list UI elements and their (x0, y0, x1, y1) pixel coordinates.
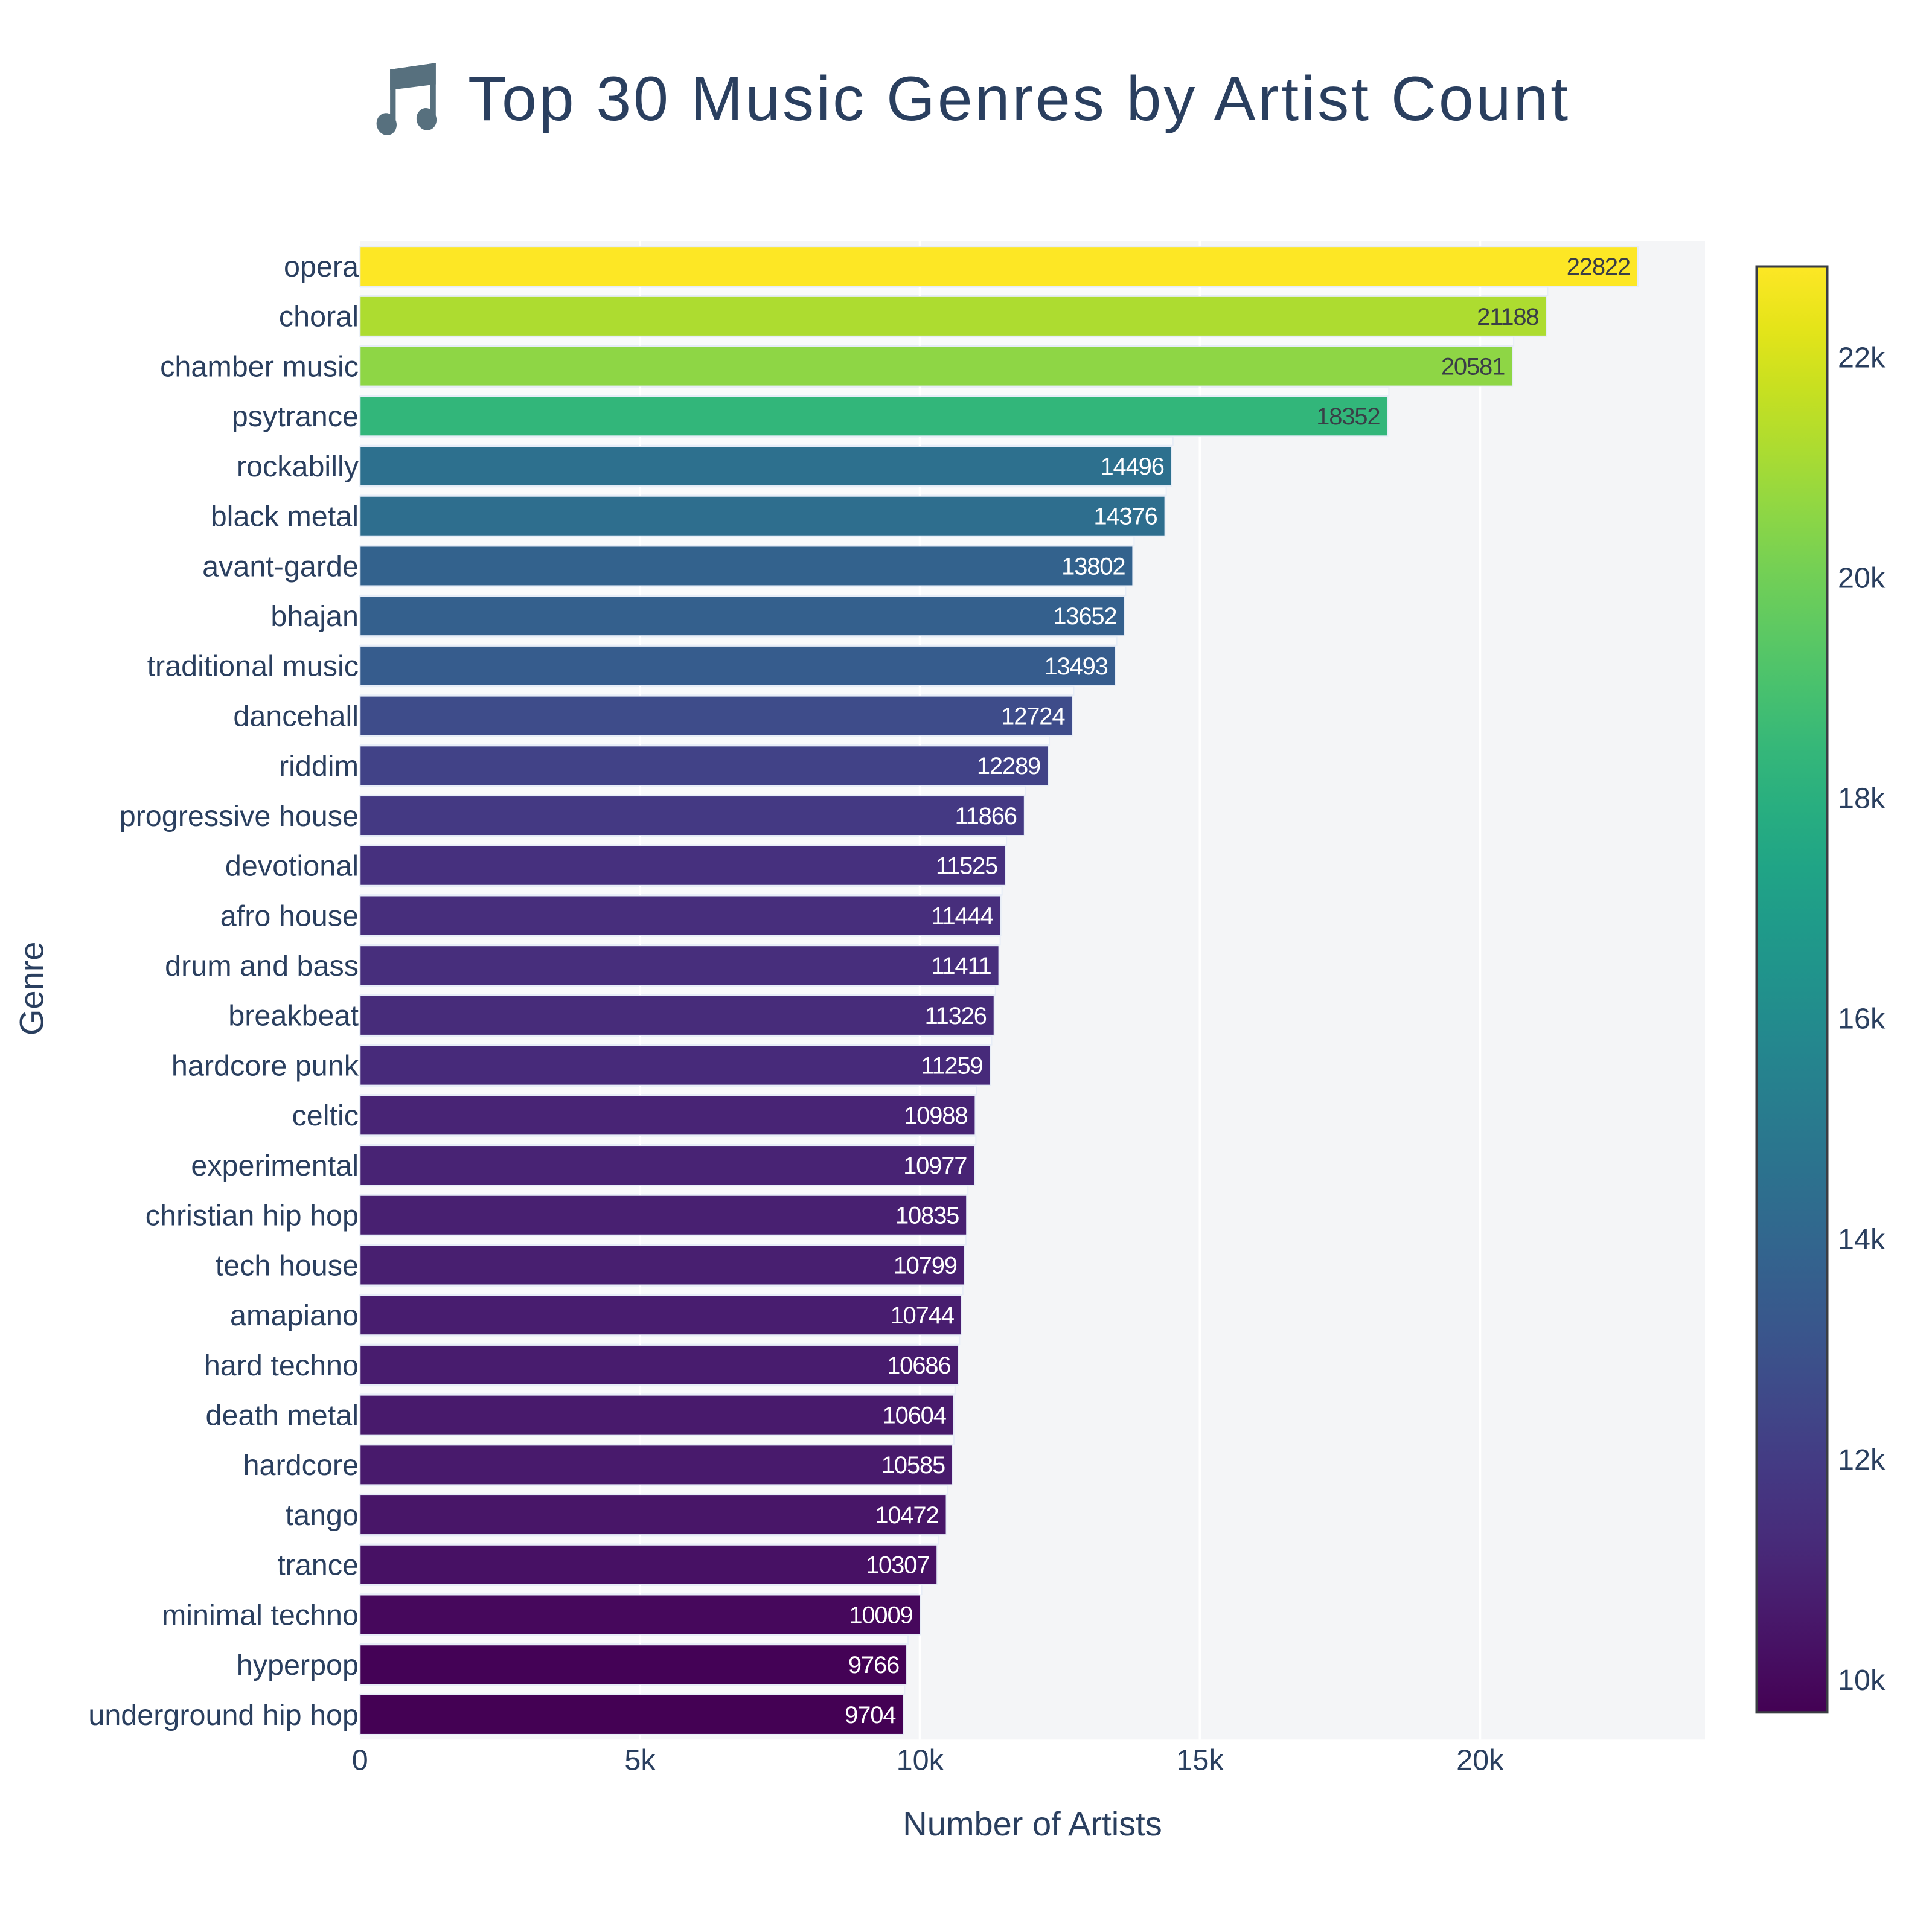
svg-text:afro house: afro house (220, 900, 359, 932)
svg-text:13493: 13493 (1044, 653, 1107, 680)
svg-text:rockabilly: rockabilly (237, 450, 359, 483)
svg-text:12k: 12k (1838, 1444, 1886, 1476)
svg-text:13802: 13802 (1061, 553, 1125, 580)
svg-text:minimal techno: minimal techno (162, 1599, 359, 1631)
svg-text:10799: 10799 (894, 1252, 957, 1279)
svg-text:12724: 12724 (1001, 703, 1065, 729)
svg-text:trance: trance (277, 1549, 359, 1582)
svg-text:hardcore: hardcore (243, 1449, 359, 1482)
svg-text:16k: 16k (1838, 1003, 1886, 1035)
svg-text:11866: 11866 (955, 803, 1017, 830)
svg-text:underground hip hop: underground hip hop (88, 1699, 359, 1732)
svg-text:chamber music: chamber music (160, 350, 359, 383)
svg-text:14k: 14k (1838, 1223, 1886, 1256)
svg-text:tech house: tech house (216, 1249, 359, 1282)
svg-text:15k: 15k (1176, 1744, 1224, 1776)
svg-text:dancehall: dancehall (233, 700, 359, 732)
svg-text:18k: 18k (1838, 782, 1886, 815)
svg-text:10472: 10472 (875, 1502, 938, 1529)
svg-text:9704: 9704 (845, 1702, 896, 1729)
svg-text:22k: 22k (1838, 341, 1886, 374)
svg-text:psytrance: psytrance (232, 400, 359, 433)
svg-text:10k: 10k (1838, 1664, 1886, 1697)
svg-text:riddim: riddim (279, 750, 359, 782)
svg-text:10009: 10009 (849, 1602, 912, 1628)
svg-text:hard techno: hard techno (204, 1349, 359, 1382)
svg-text:opera: opera (284, 251, 359, 283)
svg-text:hyperpop: hyperpop (237, 1649, 359, 1681)
svg-text:20k: 20k (1838, 562, 1886, 595)
svg-text:black metal: black metal (211, 501, 359, 533)
svg-text:22822: 22822 (1567, 254, 1630, 280)
svg-text:devotional: devotional (225, 850, 359, 883)
svg-text:14496: 14496 (1101, 453, 1164, 480)
svg-text:10744: 10744 (891, 1302, 955, 1329)
svg-text:hardcore punk: hardcore punk (171, 1049, 359, 1082)
svg-text:christian hip hop: christian hip hop (146, 1200, 359, 1232)
svg-text:drum and bass: drum and bass (165, 950, 359, 982)
svg-text:5k: 5k (624, 1744, 656, 1776)
svg-text:21188: 21188 (1477, 304, 1538, 330)
svg-text:0: 0 (352, 1744, 368, 1776)
svg-text:death metal: death metal (206, 1399, 359, 1431)
svg-text:11525: 11525 (936, 853, 997, 880)
svg-text:experimental: experimental (191, 1150, 359, 1182)
svg-text:Top 30 Music Genres by Artist: Top 30 Music Genres by Artist Count (468, 64, 1570, 134)
svg-text:progressive house: progressive house (120, 800, 359, 833)
svg-text:18352: 18352 (1316, 403, 1380, 430)
svg-text:celtic: celtic (292, 1099, 359, 1132)
svg-text:13652: 13652 (1053, 603, 1116, 630)
svg-text:10604: 10604 (883, 1403, 947, 1429)
svg-text:14376: 14376 (1093, 504, 1157, 530)
svg-text:breakbeat: breakbeat (228, 1000, 359, 1032)
svg-text:amapiano: amapiano (230, 1299, 359, 1332)
svg-text:20k: 20k (1456, 1744, 1504, 1776)
svg-text:avant-garde: avant-garde (202, 550, 359, 583)
svg-text:11326: 11326 (924, 1003, 986, 1029)
svg-text:10988: 10988 (904, 1102, 967, 1129)
svg-text:10835: 10835 (895, 1203, 959, 1229)
svg-text:11444: 11444 (931, 903, 993, 929)
svg-text:20581: 20581 (1441, 353, 1505, 380)
svg-text:9766: 9766 (848, 1652, 899, 1678)
svg-text:10k: 10k (897, 1744, 944, 1776)
svg-text:10977: 10977 (903, 1153, 967, 1179)
svg-text:11411: 11411 (931, 953, 991, 979)
svg-text:10585: 10585 (881, 1452, 945, 1479)
svg-text:10686: 10686 (887, 1352, 950, 1379)
svg-text:Number of Artists: Number of Artists (903, 1805, 1162, 1843)
svg-text:bhajan: bhajan (270, 600, 359, 633)
svg-text:Genre: Genre (12, 941, 50, 1035)
svg-text:tango: tango (286, 1499, 359, 1532)
svg-text:choral: choral (279, 301, 359, 333)
svg-text:traditional music: traditional music (147, 650, 359, 683)
svg-text:11259: 11259 (921, 1053, 982, 1080)
svg-text:10307: 10307 (866, 1552, 929, 1579)
svg-text:12289: 12289 (977, 753, 1040, 779)
